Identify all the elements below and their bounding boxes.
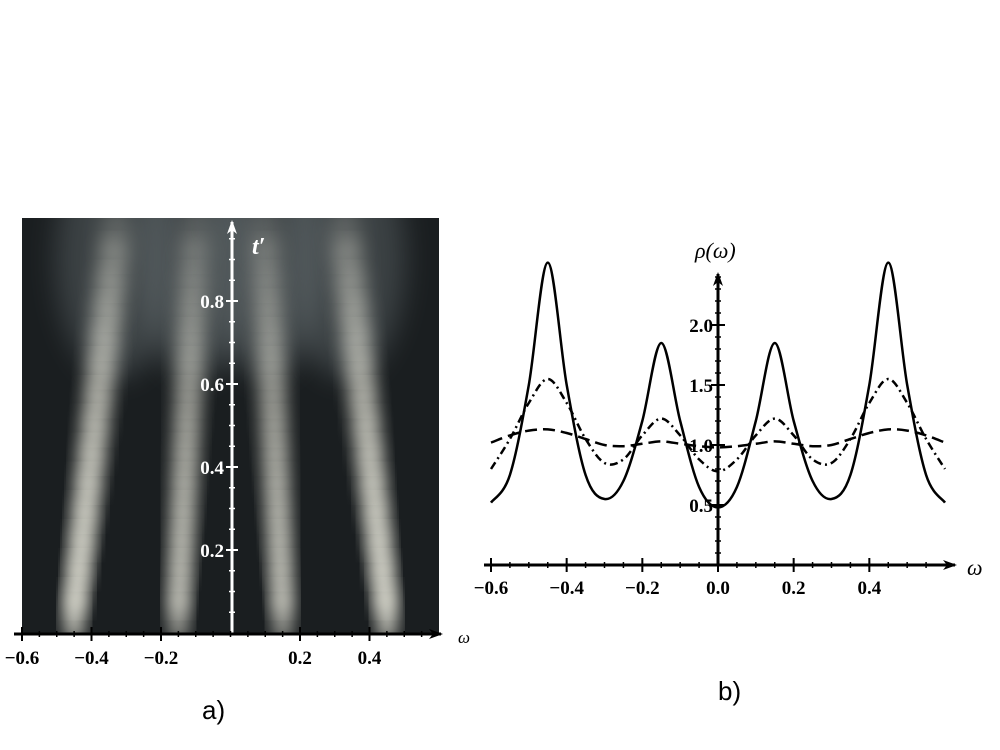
- line-x-tick-label: 0.2: [782, 578, 806, 599]
- heatmap-peak-streak: [98, 218, 133, 268]
- line-y-axis-label: ρ(ω): [694, 238, 736, 263]
- heatmap-y-tick-label: 0.2: [200, 541, 224, 562]
- line-x-tick-label: −0.2: [625, 578, 660, 599]
- line-x-ticks: −0.6 −0.4 −0.2 0.0 0.2 0.4: [474, 558, 927, 599]
- panel-label-b: b): [718, 676, 741, 706]
- heatmap-y-tick-label: 0.8: [200, 292, 224, 313]
- heatmap-peak-streak: [248, 218, 283, 268]
- line-x-tick-label: 0.0: [706, 578, 730, 599]
- heatmap-x-axis-label: ω: [458, 628, 470, 647]
- heatmap-y-tick-label: 0.6: [200, 375, 224, 396]
- line-y-tick-label: 1.0: [689, 436, 713, 457]
- heatmap-x-tick-label: 0.4: [358, 648, 382, 669]
- heatmap-x-tick-label: −0.6: [5, 648, 40, 669]
- panel-label-a: a): [202, 695, 225, 725]
- heatmap-peak-streak: [328, 218, 363, 268]
- series-line-dashed: [490, 428, 946, 449]
- heatmap-panel: 0.2 0.4 0.6 0.8 t′ −0.6 −0.4 −0.2 0.2 0.4 ω a): [5, 218, 470, 725]
- heatmap-y-axis-label: t′: [252, 234, 265, 260]
- heatmap-peak-streak: [178, 218, 213, 268]
- line-x-tick-label: 0.4: [857, 578, 881, 599]
- line-y-tick-label: 2.0: [689, 316, 713, 337]
- heatmap-x-tick-label: −0.4: [74, 648, 109, 669]
- heatmap-y-tick-label: 0.4: [200, 458, 224, 479]
- heatmap-y-ticks: 0.2 0.4 0.6 0.8: [200, 238, 238, 613]
- line-x-axis-label: ω: [967, 555, 983, 580]
- heatmap-x-tick-label: −0.2: [144, 648, 179, 669]
- line-y-ticks: 0.5 1.0 1.5 2.0: [689, 276, 725, 554]
- line-x-tick-label: −0.6: [474, 578, 509, 599]
- line-panel: −0.6 −0.4 −0.2 0.0 0.2 0.4 0.5 1.0 1.5 2.0 ω ρ(ω…: [474, 238, 983, 706]
- line-x-tick-label: −0.4: [549, 578, 584, 599]
- line-y-tick-label: 1.5: [689, 376, 713, 397]
- heatmap-peaks: [55, 218, 406, 633]
- heatmap-x-ticks: −0.6 −0.4 −0.2 0.2 0.4: [5, 627, 423, 669]
- heatmap-x-tick-label: 0.2: [288, 648, 312, 669]
- line-y-tick-label: 0.5: [689, 496, 713, 517]
